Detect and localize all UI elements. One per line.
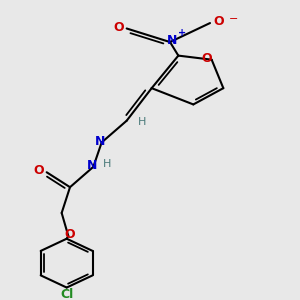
Text: N: N bbox=[167, 34, 177, 47]
Text: N: N bbox=[86, 159, 97, 172]
Text: +: + bbox=[178, 28, 186, 38]
Text: H: H bbox=[103, 159, 111, 169]
Text: O: O bbox=[213, 15, 224, 28]
Text: O: O bbox=[113, 21, 124, 34]
Text: −: − bbox=[229, 14, 238, 24]
Text: H: H bbox=[137, 117, 146, 127]
Text: O: O bbox=[65, 228, 75, 241]
Text: N: N bbox=[95, 135, 105, 148]
Text: O: O bbox=[33, 164, 44, 177]
Text: Cl: Cl bbox=[60, 288, 73, 300]
Text: O: O bbox=[201, 52, 212, 65]
